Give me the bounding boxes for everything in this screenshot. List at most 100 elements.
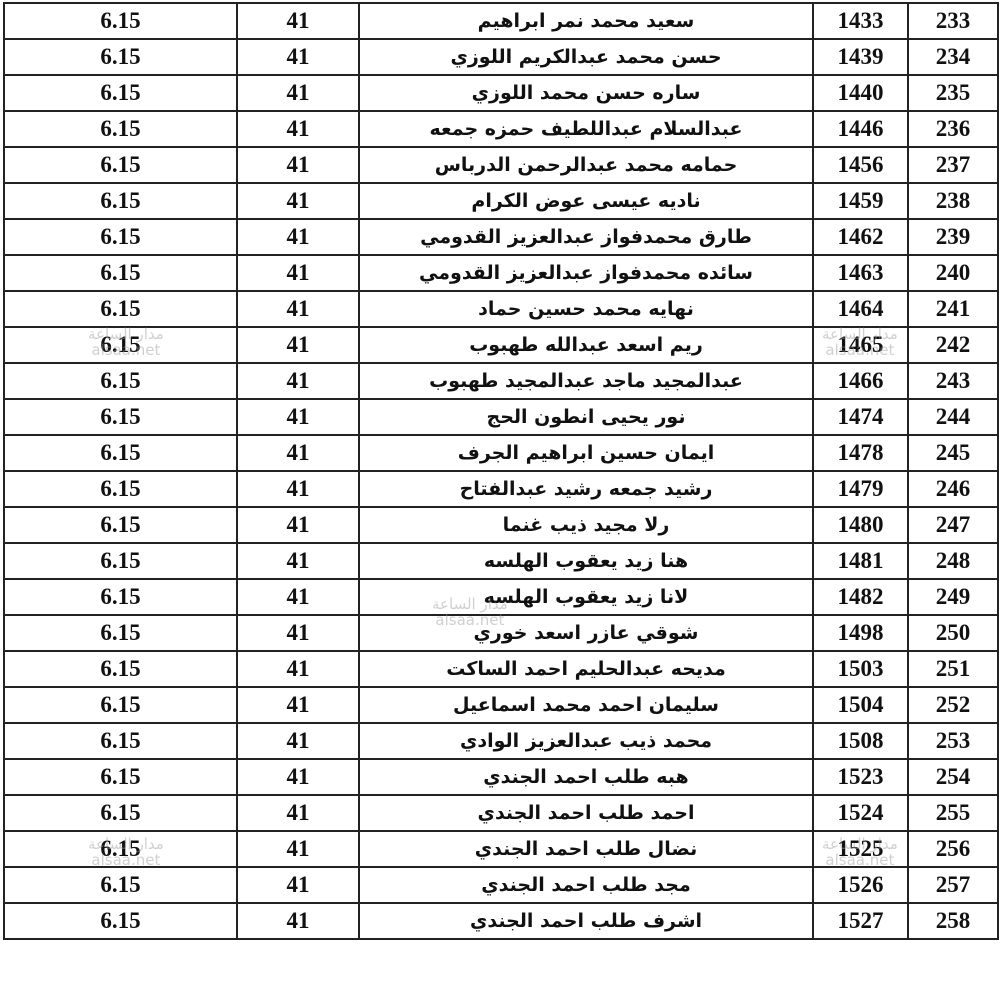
table-row: 233 1433 سعيد محمد نمر ابراهيم 41 6.15 <box>3 2 999 40</box>
record-number-cell: 1482 <box>812 578 909 616</box>
count-cell: 41 <box>236 794 360 832</box>
table-row: 258 1527 اشرف طلب احمد الجندي 41 6.15 <box>3 902 999 940</box>
record-number-cell: 1464 <box>812 290 909 328</box>
value-cell: 6.15 <box>3 2 238 40</box>
table-row: 244 1474 نور يحيى انطون الحج 41 6.15 <box>3 398 999 436</box>
value-cell: 6.15 <box>3 182 238 220</box>
record-number-cell: 1466 <box>812 362 909 400</box>
table-row: 234 1439 حسن محمد عبدالكريم اللوزي 41 6.15 <box>3 38 999 76</box>
table-row: 251 1503 مديحه عبدالحليم احمد الساكت 41 6.15 <box>3 650 999 688</box>
record-number-cell: 1456 <box>812 146 909 184</box>
name-cell: سليمان احمد محمد اسماعيل <box>358 686 814 724</box>
record-number-cell: 1465 <box>812 326 909 364</box>
serial-cell: 240 <box>907 254 999 292</box>
value-cell: 6.15 <box>3 578 238 616</box>
serial-cell: 243 <box>907 362 999 400</box>
serial-cell: 241 <box>907 290 999 328</box>
count-cell: 41 <box>236 578 360 616</box>
serial-cell: 234 <box>907 38 999 76</box>
record-number-cell: 1474 <box>812 398 909 436</box>
record-number-cell: 1524 <box>812 794 909 832</box>
count-cell: 41 <box>236 470 360 508</box>
count-cell: 41 <box>236 758 360 796</box>
table-row: 238 1459 ناديه عيسى عوض الكرام 41 6.15 <box>3 182 999 220</box>
table-row: 240 1463 سائده محمدفواز عبدالعزيز القدومي 4… <box>3 254 999 292</box>
name-cell: هبه طلب احمد الجندي <box>358 758 814 796</box>
serial-cell: 256 <box>907 830 999 868</box>
data-table: 233 1433 سعيد محمد نمر ابراهيم 41 6.15 234 143… <box>3 2 999 940</box>
count-cell: 41 <box>236 38 360 76</box>
value-cell: 6.15 <box>3 650 238 688</box>
value-cell: 6.15 <box>3 110 238 148</box>
table-row: 241 1464 نهايه محمد حسين حماد 41 6.15 <box>3 290 999 328</box>
name-cell: نور يحيى انطون الحج <box>358 398 814 436</box>
record-number-cell: 1481 <box>812 542 909 580</box>
record-number-cell: 1463 <box>812 254 909 292</box>
record-number-cell: 1480 <box>812 506 909 544</box>
count-cell: 41 <box>236 830 360 868</box>
table-row: 252 1504 سليمان احمد محمد اسماعيل 41 6.15 <box>3 686 999 724</box>
table-row: 236 1446 عبدالسلام عبداللطيف حمزه جمعه 41 6.… <box>3 110 999 148</box>
serial-cell: 253 <box>907 722 999 760</box>
name-cell: عبدالمجيد ماجد عبدالمجيد طهبوب <box>358 362 814 400</box>
name-cell: احمد طلب احمد الجندي <box>358 794 814 832</box>
name-cell: رلا مجيد ذيب غنما <box>358 506 814 544</box>
table-row: 256 1525 نضال طلب احمد الجندي 41 6.15 <box>3 830 999 868</box>
table-row: 246 1479 رشيد جمعه رشيد عبدالفتاح 41 6.15 <box>3 470 999 508</box>
count-cell: 41 <box>236 2 360 40</box>
table-row: 243 1466 عبدالمجيد ماجد عبدالمجيد طهبوب 41 6… <box>3 362 999 400</box>
name-cell: مجد طلب احمد الجندي <box>358 866 814 904</box>
count-cell: 41 <box>236 902 360 940</box>
serial-cell: 238 <box>907 182 999 220</box>
value-cell: 6.15 <box>3 254 238 292</box>
serial-cell: 252 <box>907 686 999 724</box>
count-cell: 41 <box>236 866 360 904</box>
table-row: 254 1523 هبه طلب احمد الجندي 41 6.15 <box>3 758 999 796</box>
name-cell: ناديه عيسى عوض الكرام <box>358 182 814 220</box>
record-number-cell: 1479 <box>812 470 909 508</box>
serial-cell: 239 <box>907 218 999 256</box>
value-cell: 6.15 <box>3 38 238 76</box>
record-number-cell: 1440 <box>812 74 909 112</box>
record-number-cell: 1498 <box>812 614 909 652</box>
count-cell: 41 <box>236 650 360 688</box>
value-cell: 6.15 <box>3 506 238 544</box>
serial-cell: 237 <box>907 146 999 184</box>
value-cell: 6.15 <box>3 434 238 472</box>
count-cell: 41 <box>236 326 360 364</box>
record-number-cell: 1478 <box>812 434 909 472</box>
value-cell: 6.15 <box>3 722 238 760</box>
name-cell: نضال طلب احمد الجندي <box>358 830 814 868</box>
table-row: 248 1481 هنا زيد يعقوب الهلسه 41 6.15 <box>3 542 999 580</box>
count-cell: 41 <box>236 722 360 760</box>
count-cell: 41 <box>236 434 360 472</box>
count-cell: 41 <box>236 686 360 724</box>
name-cell: عبدالسلام عبداللطيف حمزه جمعه <box>358 110 814 148</box>
value-cell: 6.15 <box>3 362 238 400</box>
serial-cell: 236 <box>907 110 999 148</box>
record-number-cell: 1527 <box>812 902 909 940</box>
table-row: 235 1440 ساره حسن محمد اللوزي 41 6.15 <box>3 74 999 112</box>
name-cell: سعيد محمد نمر ابراهيم <box>358 2 814 40</box>
name-cell: ريم اسعد عبدالله طهبوب <box>358 326 814 364</box>
table-row: 257 1526 مجد طلب احمد الجندي 41 6.15 <box>3 866 999 904</box>
value-cell: 6.15 <box>3 74 238 112</box>
name-cell: نهايه محمد حسين حماد <box>358 290 814 328</box>
count-cell: 41 <box>236 506 360 544</box>
table-row: 239 1462 طارق محمدفواز عبدالعزيز القدومي 41… <box>3 218 999 256</box>
name-cell: طارق محمدفواز عبدالعزيز القدومي <box>358 218 814 256</box>
serial-cell: 254 <box>907 758 999 796</box>
value-cell: 6.15 <box>3 902 238 940</box>
name-cell: مديحه عبدالحليم احمد الساكت <box>358 650 814 688</box>
name-cell: ايمان حسين ابراهيم الجرف <box>358 434 814 472</box>
serial-cell: 251 <box>907 650 999 688</box>
record-number-cell: 1433 <box>812 2 909 40</box>
value-cell: 6.15 <box>3 470 238 508</box>
serial-cell: 255 <box>907 794 999 832</box>
count-cell: 41 <box>236 362 360 400</box>
value-cell: 6.15 <box>3 326 238 364</box>
name-cell: لانا زيد يعقوب الهلسه <box>358 578 814 616</box>
value-cell: 6.15 <box>3 398 238 436</box>
count-cell: 41 <box>236 290 360 328</box>
table-row: 249 1482 لانا زيد يعقوب الهلسه 41 6.15 <box>3 578 999 616</box>
